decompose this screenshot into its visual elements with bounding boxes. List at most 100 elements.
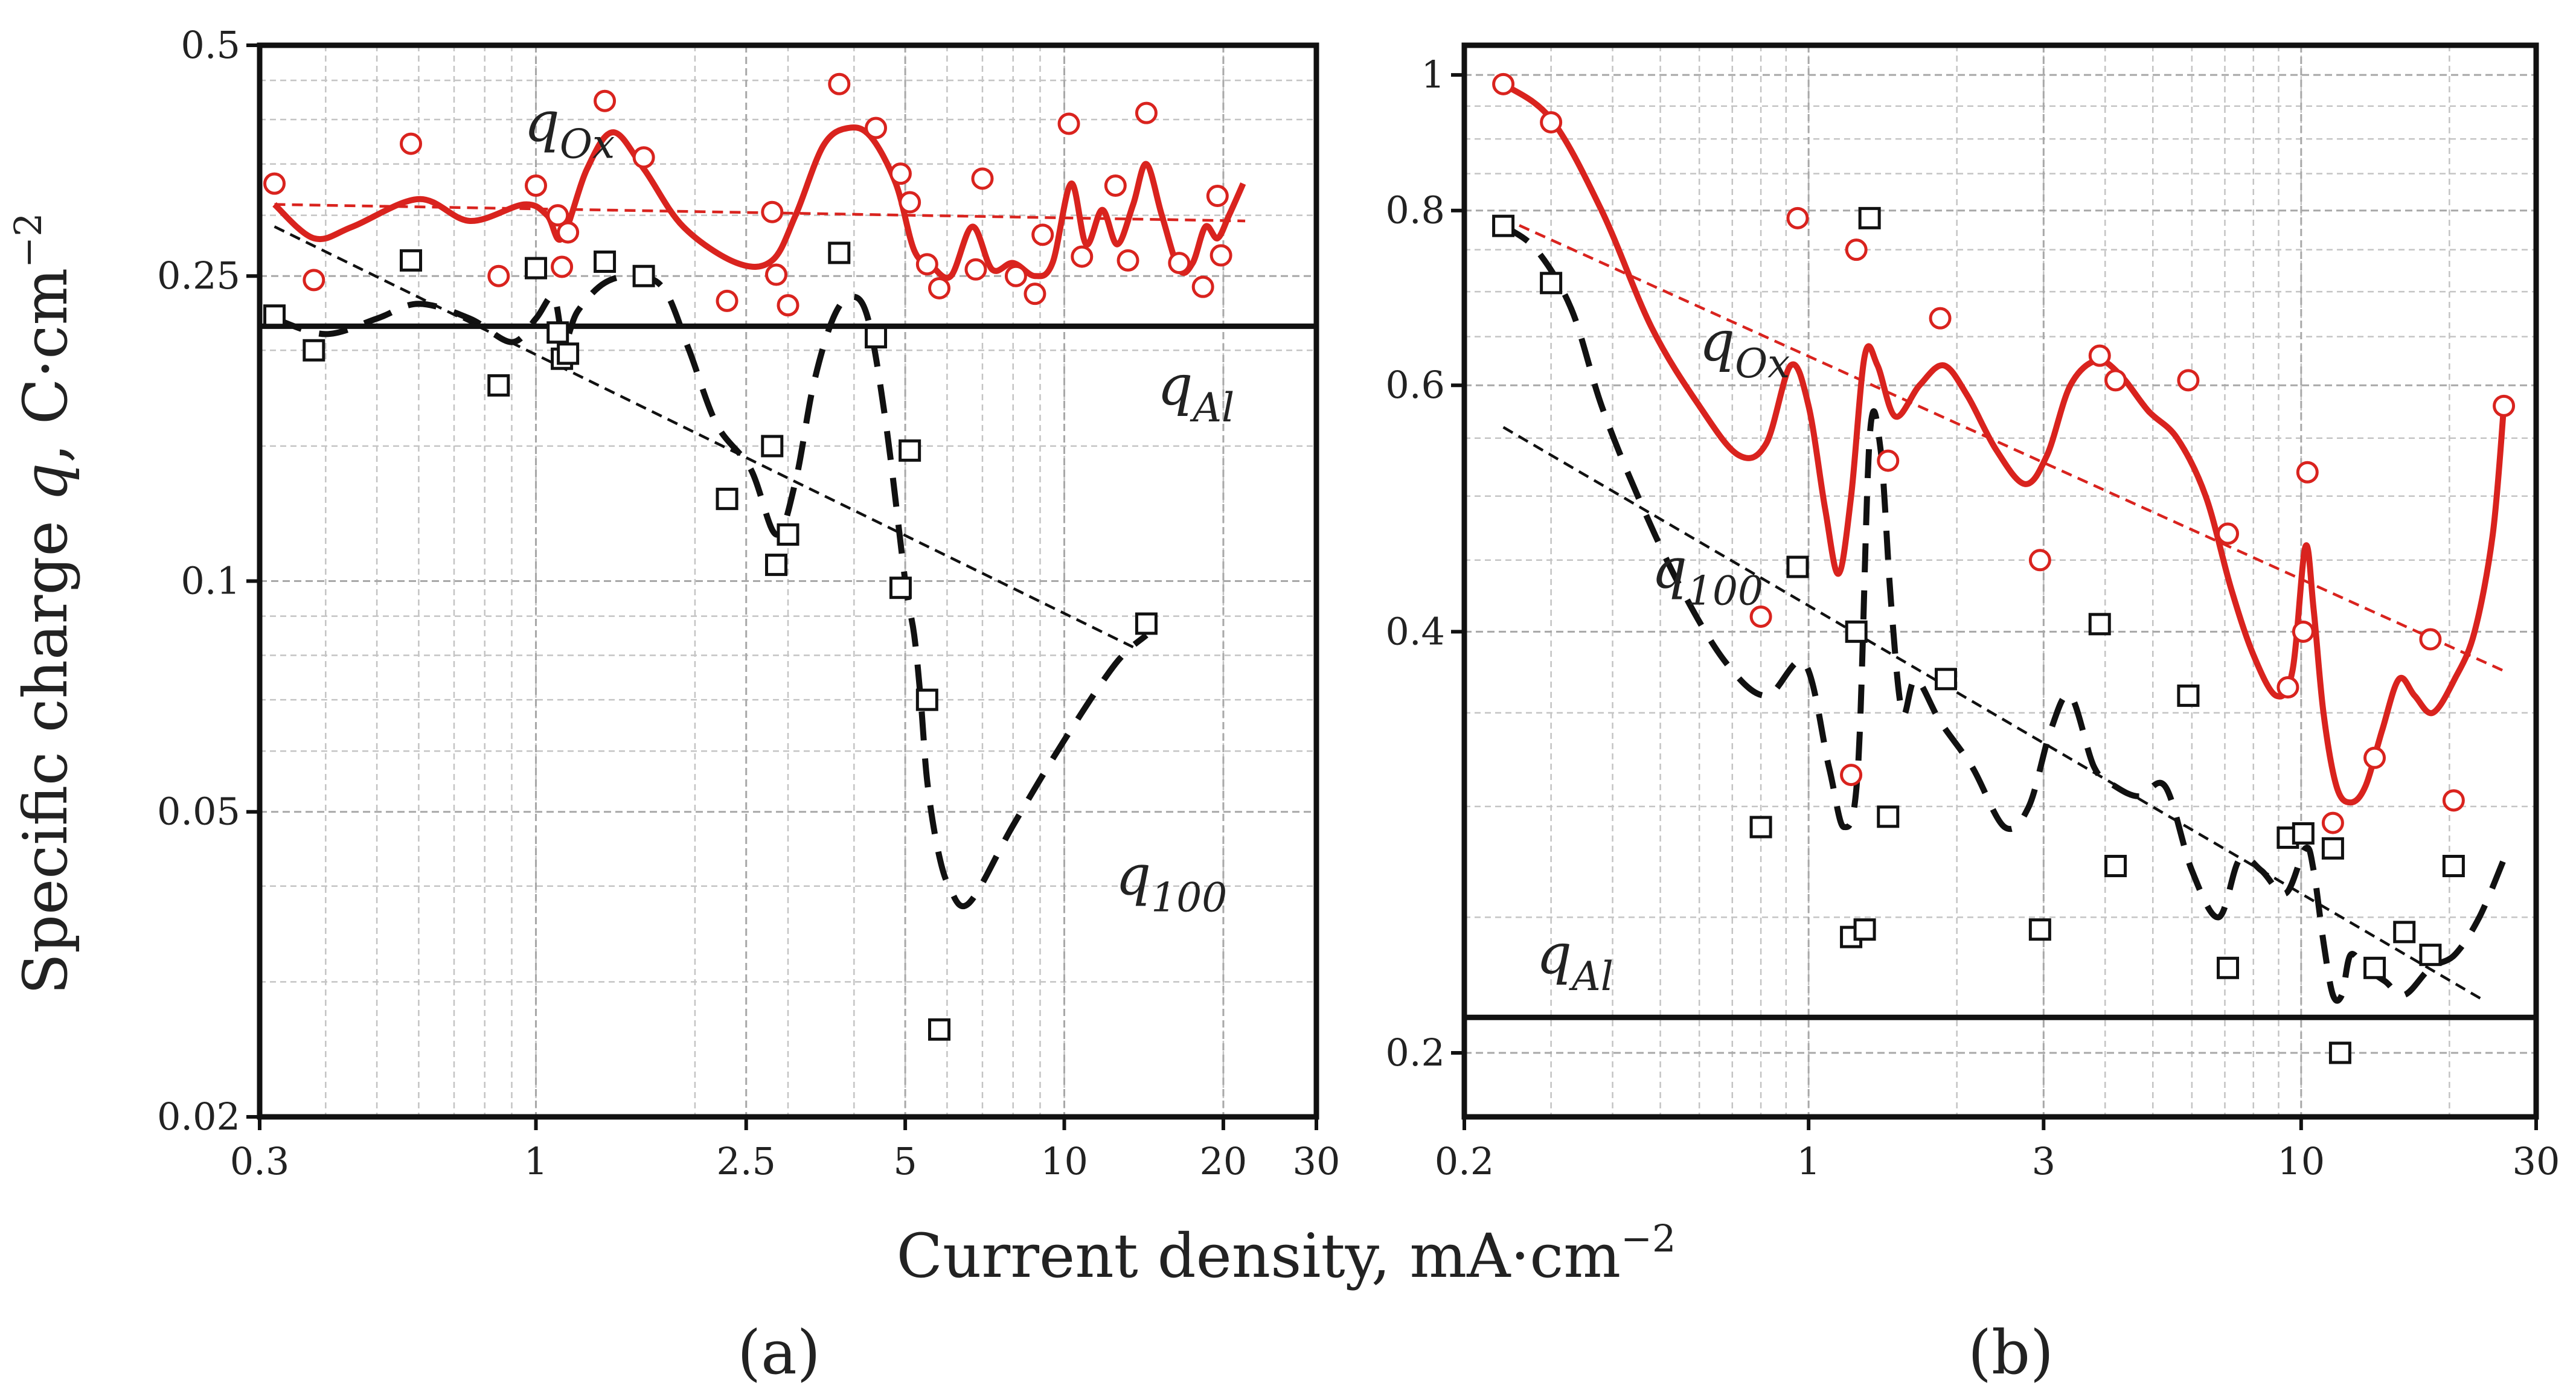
panel-a-q-ox-point [899, 191, 921, 214]
x-axis-title: Current density, mA·cm−2 [896, 1216, 1676, 1291]
panel-b-q-100-point [2177, 684, 2200, 707]
panel-a-x-tick-label: 2.5 [716, 1139, 776, 1183]
panel-a-q-ox-point [1210, 244, 1232, 267]
panel-a-q-100-point [899, 439, 921, 462]
panel-a-q-100-point [761, 435, 784, 458]
panel-b-q-ox-point [1749, 605, 1772, 628]
panel-a-q-ox-point [546, 204, 569, 227]
panel-a-q-ox-point [761, 200, 784, 223]
panel-b-q-ox-point [1877, 449, 1900, 472]
panel-a-q-100-point [632, 264, 655, 287]
panel-b: 0.2 1 3 10 30 0.2 0.4 0.6 0.8 1 qOx q100 qAl [1385, 42, 2560, 1183]
panel-b-q-ox-point [2088, 344, 2111, 367]
panel-b-q-100-point [1492, 214, 1515, 237]
panel-a-q-100-point [828, 241, 851, 264]
panel-a-q-100-point [716, 487, 739, 510]
panel-b-q-100-point [2104, 854, 2127, 877]
panel-b-q-100-point [2088, 613, 2111, 636]
panel-a-q-100-point [525, 257, 548, 280]
panel-a-q-ox-point [594, 89, 617, 112]
panel-a-x-tick-label: 1 [524, 1139, 548, 1183]
panel-a-q-100-point [303, 339, 325, 362]
panel-b-q-ox-point [2363, 746, 2386, 769]
panel-b-q-100-point [1858, 206, 1881, 229]
panel-a-q-ox-point [828, 72, 851, 95]
panel-a-q-ox-point [1071, 245, 1094, 268]
x-axis-title-exp: −2 [1621, 1216, 1676, 1261]
panel-a-q-ox-point [1117, 249, 1139, 272]
panel-a-q-ox-point [1004, 264, 1027, 287]
panel-b-frame [1461, 42, 2539, 1120]
panel-b-label-q-100: q100 [1652, 537, 1763, 615]
panel-b-data [1464, 72, 2536, 1064]
y-axis-title: Specific charge q, C·cm−2 [6, 213, 81, 994]
panel-a: 0.3 1 2.5 5 10 20 30 0.02 0.05 0.1 0.25 0.5 qOx qAl q1… [157, 23, 1341, 1183]
panel-label-a: (a) [737, 1317, 821, 1388]
y-axis-title-var: q [10, 463, 81, 502]
panel-b-x-tick-label: 10 [2277, 1139, 2325, 1183]
panel-a-q-100-point [889, 577, 912, 599]
panel-a-x-tick-label: 0.3 [230, 1139, 290, 1183]
panel-b-x-tick-label: 1 [1796, 1139, 1820, 1183]
panel-b-x-tick-label: 30 [2513, 1139, 2560, 1183]
panel-a-x-tick-label: 5 [893, 1139, 917, 1183]
panel-a-q-ox-point [964, 258, 987, 281]
panel-b-grid [1463, 45, 2537, 1117]
panel-b-q-100-point [1935, 668, 1958, 691]
panel-b-q-100-point [1877, 805, 1900, 828]
panel-a-y-tick-label: 0.25 [157, 254, 240, 298]
panel-a-q-ox-point [1206, 185, 1229, 208]
panel-a-q-ox-point [765, 263, 788, 286]
panel-b-q-ox-trend [1502, 217, 2505, 673]
panel-a-q-100-point [765, 554, 788, 577]
y-axis-title-unit: , C·cm [10, 268, 81, 463]
panel-a-q-ox-point [525, 174, 548, 197]
panel-a-q-ox-point [777, 294, 799, 317]
panel-b-q-ox-point [2104, 369, 2127, 392]
y-axis-title-main: Specific charge [10, 502, 81, 995]
panel-a-q-ox-point [915, 253, 938, 276]
panel-b-q-100-point [1853, 918, 1876, 941]
panel-a-q-ox-point [1031, 223, 1054, 246]
panel-a-q-ox-trend [274, 203, 1246, 223]
panel-a-y-tick-label: 0.05 [157, 790, 240, 834]
panel-b-y-tick-label: 0.8 [1385, 188, 1445, 232]
panel-a-x-tick-label: 30 [1293, 1139, 1341, 1183]
panel-a-q-ox-point [1135, 101, 1158, 124]
panel-b-label-q-al: qAl [1536, 922, 1613, 1000]
panel-label-b: (b) [1968, 1317, 2054, 1388]
panel-b-q-100-point [2442, 854, 2465, 877]
panel-a-q-ox-point [1024, 283, 1046, 305]
panel-b-q-100-point [1845, 620, 1868, 643]
panel-b-q-ox-point [1492, 72, 1515, 95]
panel-a-q-ox-point [716, 289, 739, 312]
panel-b-q-100-point [2292, 822, 2315, 845]
panel-a-label-q-al: qAl [1158, 353, 1235, 431]
panel-a-q-100-point [557, 342, 580, 365]
panel-b-q-ox-point [1929, 307, 1952, 330]
panel-b-q-ox-point [2292, 620, 2315, 643]
panel-a-q-100-point [928, 1018, 951, 1041]
panel-a-q-ox-point [971, 167, 994, 190]
panel-a-q-ox-point [889, 162, 912, 185]
panel-a-label-q-100: q100 [1115, 843, 1227, 921]
panel-b-q-ox-point [1540, 111, 1563, 134]
panel-a-q-100-point [400, 249, 423, 272]
panel-b-y-tick-label: 0.4 [1385, 609, 1445, 653]
panel-b-q-ox-point [2442, 789, 2465, 812]
panel-a-y-tick-label: 0.1 [181, 559, 240, 603]
panel-b-y-tick-label: 0.6 [1385, 363, 1445, 407]
panel-a-y-tick-label: 0.02 [157, 1095, 240, 1139]
panel-a-q-ox-point [1168, 252, 1191, 275]
panel-b-q-100-point [2393, 921, 2416, 944]
panel-b-q-100-point [2328, 1041, 2351, 1064]
panel-a-x-tick-label: 20 [1199, 1139, 1247, 1183]
panel-b-y-tick-label: 1 [1421, 53, 1445, 97]
panel-a-y-tick-label: 0.5 [181, 23, 240, 67]
panel-a-q-100-point [594, 250, 617, 273]
panel-b-q-100-trend [1502, 426, 2485, 1002]
panel-a-q-ox-point [1057, 112, 1080, 135]
panel-b-q-ox-point [1840, 764, 1863, 787]
panel-b-q-100-point [2321, 837, 2344, 860]
